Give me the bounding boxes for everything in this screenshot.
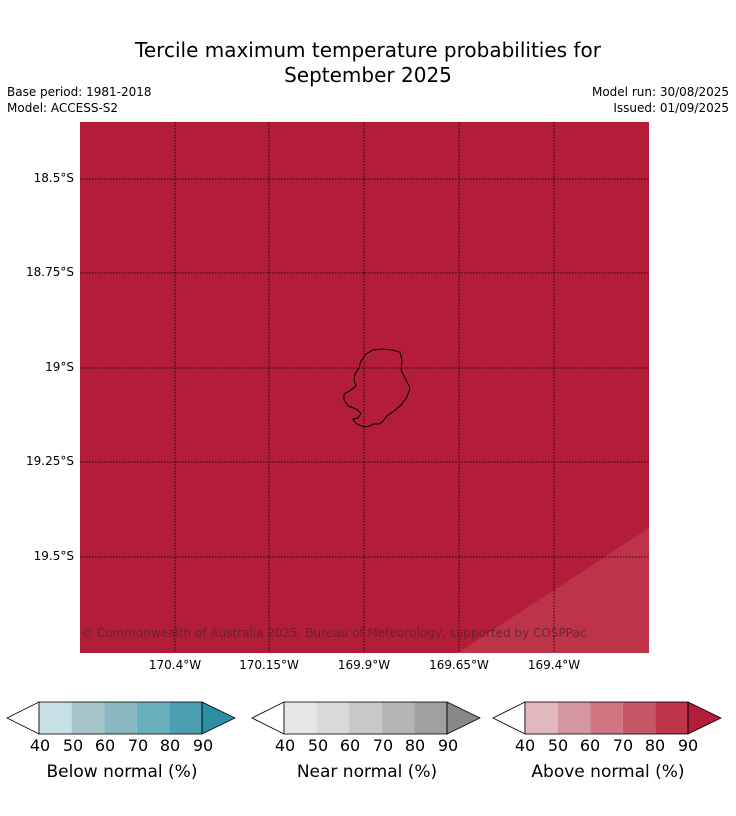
colorbar-segment [525, 702, 558, 734]
colorbar-near-normal [251, 701, 481, 735]
lon-tick-label: 169.4°W [527, 658, 581, 672]
colorbar-label-near: Near normal (%) [296, 762, 438, 782]
colorbar-tick: 50 [62, 736, 84, 755]
colorbar-frame [283, 701, 448, 735]
model-run: Model run: 30/08/2025 [591, 85, 729, 99]
colorbar-tick: 60 [579, 736, 601, 755]
colorbar-tick: 80 [159, 736, 181, 755]
issued-date: Issued: 01/09/2025 [613, 101, 729, 115]
colorbar-tick: 90 [437, 736, 459, 755]
lat-tick-label: 19.25°S [26, 454, 74, 468]
colorbar-low-extend [492, 701, 526, 735]
colorbar-segment [104, 702, 137, 734]
lon-tick-label: 170.15°W [239, 658, 299, 672]
colorbar-high-extend [446, 701, 481, 735]
colorbar-tick: 70 [127, 736, 149, 755]
colorbar-tick: 80 [404, 736, 426, 755]
map-title: Tercile maximum temperature probabilitie… [0, 38, 736, 88]
lat-tick-label: 19.5°S [33, 549, 74, 563]
lon-tick-label: 169.65°W [429, 658, 489, 672]
colorbar-low-extend [6, 701, 40, 735]
base-period: Base period: 1981-2018 [7, 85, 152, 99]
colorbar-tick: 40 [514, 736, 536, 755]
colorbar-tick: 90 [677, 736, 699, 755]
model-name: Model: ACCESS-S2 [7, 101, 119, 115]
colorbar-segment [557, 702, 591, 734]
colorbar-tick: 60 [339, 736, 361, 755]
colorbar-segment [136, 702, 170, 734]
colorbar-segment [39, 702, 72, 734]
meta-right: Model run: 30/08/2025 Issued: 01/09/2025 [592, 84, 729, 116]
colorbar-label-below: Below normal (%) [46, 762, 198, 782]
copyright-notice: © Commonwealth of Australia 2025, Bureau… [81, 626, 587, 640]
colorbar-segment [590, 702, 623, 734]
niue-island-outline [343, 348, 411, 428]
title-line-2: September 2025 [284, 63, 452, 87]
colorbar-segment [414, 702, 447, 734]
colorbar-tick: 50 [547, 736, 569, 755]
colorbar-below-normal [6, 701, 236, 735]
colorbar-segment [284, 702, 317, 734]
colorbar-segment [71, 702, 105, 734]
colorbar-tick: 60 [94, 736, 116, 755]
colorbar-segment [316, 702, 350, 734]
title-line-1: Tercile maximum temperature probabilitie… [135, 38, 601, 62]
colorbar-segment [622, 702, 656, 734]
colorbar-segment [381, 702, 415, 734]
lat-tick-label: 19°S [45, 360, 74, 374]
graticule [80, 122, 649, 653]
lon-tick-label: 170.4°W [148, 658, 202, 672]
meta-left: Base period: 1981-2018 Model: ACCESS-S2 [7, 84, 152, 116]
colorbar-segment [349, 702, 382, 734]
colorbar-high-extend [687, 701, 722, 735]
lat-tick-label: 18.75°S [26, 265, 74, 279]
lat-tick-label: 18.5°S [33, 171, 74, 185]
colorbar-high-extend [201, 701, 236, 735]
colorbar-above-normal [492, 701, 722, 735]
colorbar-frame [524, 701, 689, 735]
colorbar-frame [38, 701, 203, 735]
colorbar-tick: 40 [29, 736, 51, 755]
colorbar-tick: 50 [307, 736, 329, 755]
colorbar-tick: 70 [372, 736, 394, 755]
colorbar-low-extend [251, 701, 285, 735]
colorbar-label-above: Above normal (%) [531, 762, 685, 782]
colorbar-tick: 70 [612, 736, 634, 755]
colorbar-tick: 80 [644, 736, 666, 755]
colorbar-tick: 40 [274, 736, 296, 755]
colorbar-segment [655, 702, 688, 734]
lon-tick-label: 169.9°W [337, 658, 391, 672]
colorbar-tick: 90 [192, 736, 214, 755]
colorbar-segment [169, 702, 202, 734]
map-panel [80, 122, 649, 653]
